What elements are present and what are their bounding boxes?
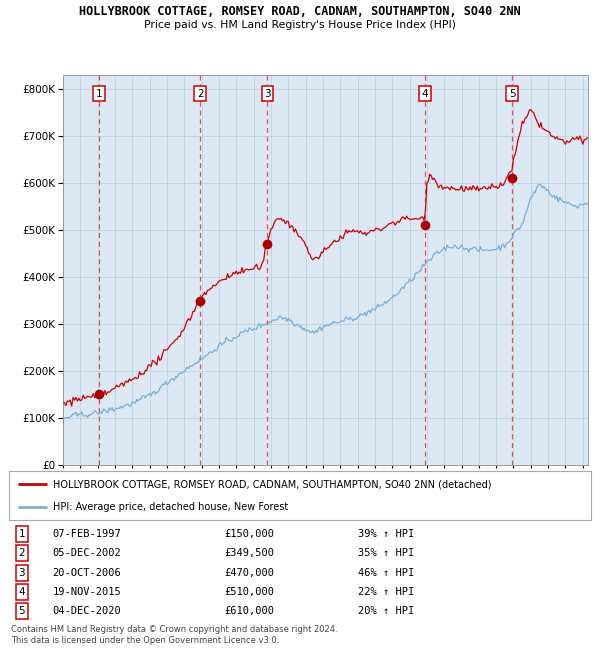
Text: 46% ↑ HPI: 46% ↑ HPI (358, 567, 415, 578)
Text: 1: 1 (19, 529, 25, 539)
Text: 39% ↑ HPI: 39% ↑ HPI (358, 529, 415, 539)
Text: Price paid vs. HM Land Registry's House Price Index (HPI): Price paid vs. HM Land Registry's House … (144, 20, 456, 29)
Text: HOLLYBROOK COTTAGE, ROMSEY ROAD, CADNAM, SOUTHAMPTON, SO40 2NN (detached): HOLLYBROOK COTTAGE, ROMSEY ROAD, CADNAM,… (53, 480, 491, 489)
Text: This data is licensed under the Open Government Licence v3.0.: This data is licensed under the Open Gov… (11, 636, 279, 645)
Text: £470,000: £470,000 (224, 567, 274, 578)
Text: 2: 2 (197, 88, 203, 99)
Text: £150,000: £150,000 (224, 529, 274, 539)
Text: Contains HM Land Registry data © Crown copyright and database right 2024.: Contains HM Land Registry data © Crown c… (11, 625, 337, 634)
Text: 22% ↑ HPI: 22% ↑ HPI (358, 587, 415, 597)
Text: 4: 4 (19, 587, 25, 597)
Text: HPI: Average price, detached house, New Forest: HPI: Average price, detached house, New … (53, 502, 288, 512)
Text: 07-FEB-1997: 07-FEB-1997 (53, 529, 121, 539)
Text: 1: 1 (96, 88, 103, 99)
Text: 2: 2 (19, 549, 25, 558)
Text: 05-DEC-2002: 05-DEC-2002 (53, 549, 121, 558)
Text: 3: 3 (264, 88, 271, 99)
Text: 35% ↑ HPI: 35% ↑ HPI (358, 549, 415, 558)
Text: 04-DEC-2020: 04-DEC-2020 (53, 606, 121, 616)
Text: 20% ↑ HPI: 20% ↑ HPI (358, 606, 415, 616)
Text: £510,000: £510,000 (224, 587, 274, 597)
Text: 5: 5 (509, 88, 515, 99)
Text: 20-OCT-2006: 20-OCT-2006 (53, 567, 121, 578)
Text: 4: 4 (421, 88, 428, 99)
Text: 3: 3 (19, 567, 25, 578)
Text: £349,500: £349,500 (224, 549, 274, 558)
Text: 19-NOV-2015: 19-NOV-2015 (53, 587, 121, 597)
Text: HOLLYBROOK COTTAGE, ROMSEY ROAD, CADNAM, SOUTHAMPTON, SO40 2NN: HOLLYBROOK COTTAGE, ROMSEY ROAD, CADNAM,… (79, 5, 521, 18)
Text: £610,000: £610,000 (224, 606, 274, 616)
Text: 5: 5 (19, 606, 25, 616)
